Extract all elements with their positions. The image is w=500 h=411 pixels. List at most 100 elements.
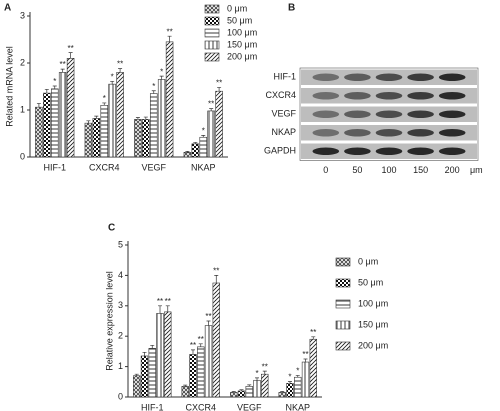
lane-unit: μm: [470, 165, 483, 175]
legend-label: 200 μm: [227, 51, 257, 61]
bar: [84, 122, 93, 158]
blot-band: [438, 128, 466, 137]
significance-label: **: [216, 79, 222, 88]
error-bar: [280, 391, 285, 393]
bar: [43, 92, 51, 158]
significance-label: *: [202, 126, 205, 135]
error-bar: [86, 120, 91, 124]
error-bar: [255, 377, 260, 381]
significance-label: **: [213, 267, 219, 276]
error-bar: [183, 384, 188, 387]
blot-band: [312, 91, 340, 100]
blot-row-label: NKAP: [271, 127, 296, 137]
panel-label: A: [4, 3, 11, 14]
legend-swatch: [335, 299, 351, 309]
error-bar: [185, 151, 190, 153]
x-tick-label: HIF-1: [44, 162, 67, 172]
bar: [58, 72, 67, 158]
bar: [301, 361, 310, 398]
blot-row-label: CXCR4: [265, 90, 296, 100]
error-bar: [287, 381, 292, 384]
bar: [261, 373, 269, 398]
y-tick-label: 0: [118, 391, 123, 401]
y-axis-title: Relative expression level: [104, 271, 114, 371]
y-tick-label: 4: [118, 270, 123, 280]
legend-label: 0 μm: [358, 256, 378, 266]
error-bar: [231, 391, 236, 393]
bar: [50, 88, 59, 158]
x-tick-label: NKAP: [285, 402, 310, 411]
bar: [108, 83, 116, 158]
error-bar: [247, 384, 252, 387]
blot-band: [344, 110, 371, 119]
significance-label: *: [152, 82, 155, 91]
panel-label: B: [288, 3, 295, 14]
significance-label: **: [302, 350, 308, 359]
error-bar: [60, 68, 65, 73]
blot-band: [438, 73, 466, 82]
significance-label: **: [205, 312, 211, 321]
error-bar: [206, 320, 211, 326]
significance-label: **: [157, 297, 163, 306]
bar: [156, 313, 164, 398]
x-tick-label: HIF-1: [141, 402, 164, 411]
bar: [149, 93, 158, 158]
blot-band: [407, 147, 434, 156]
bar: [204, 325, 213, 398]
error-bar: [68, 52, 73, 59]
significance-label: **: [165, 297, 171, 306]
y-tick-label: 3: [118, 300, 123, 310]
bar: [294, 376, 302, 398]
blot-band: [312, 147, 340, 156]
bar: [286, 383, 294, 398]
error-bar: [134, 373, 139, 376]
bar: [237, 390, 246, 398]
significance-label: **: [190, 341, 196, 350]
legend-label: 50 μm: [227, 15, 252, 25]
significance-label: *: [111, 72, 114, 81]
blot-band: [438, 147, 466, 156]
error-bar: [193, 142, 198, 144]
x-tick-label: NKAP: [191, 162, 216, 172]
panel-label: C: [108, 223, 115, 234]
lane-label: 50: [352, 165, 362, 175]
blot-band: [375, 110, 403, 119]
bar: [140, 355, 149, 398]
bar: [212, 282, 220, 398]
legend-swatch: [204, 40, 220, 50]
error-bar: [102, 102, 107, 106]
bar: [133, 375, 141, 398]
bar: [100, 105, 109, 158]
blot-band: [375, 73, 403, 82]
legend-swatch: [335, 257, 351, 267]
blot-band: [344, 147, 371, 156]
error-bar: [150, 344, 155, 349]
error-bar: [36, 103, 41, 108]
lane-label: 100: [381, 165, 396, 175]
error-bar: [158, 305, 163, 314]
significance-label: **: [208, 100, 214, 109]
significance-label: **: [67, 44, 73, 53]
significance-label: *: [103, 94, 106, 103]
blot-band: [438, 110, 466, 119]
legend-label: 0 μm: [227, 3, 247, 13]
y-tick-label: 2: [20, 57, 25, 67]
blot-band: [407, 73, 434, 82]
significance-label: **: [117, 60, 123, 69]
legend-swatch: [335, 320, 351, 330]
y-tick-label: 0: [20, 151, 25, 161]
error-bar: [143, 116, 148, 120]
blot-band: [375, 147, 403, 156]
significance-label: **: [60, 60, 66, 69]
blot-band: [375, 91, 403, 100]
bar: [142, 119, 150, 158]
bar: [215, 90, 223, 158]
bar: [183, 152, 192, 158]
bar: [134, 119, 142, 158]
error-bar: [239, 389, 244, 391]
bar: [197, 346, 205, 398]
y-tick-label: 3: [20, 10, 25, 20]
bar: [278, 392, 286, 398]
bar: [230, 392, 238, 398]
